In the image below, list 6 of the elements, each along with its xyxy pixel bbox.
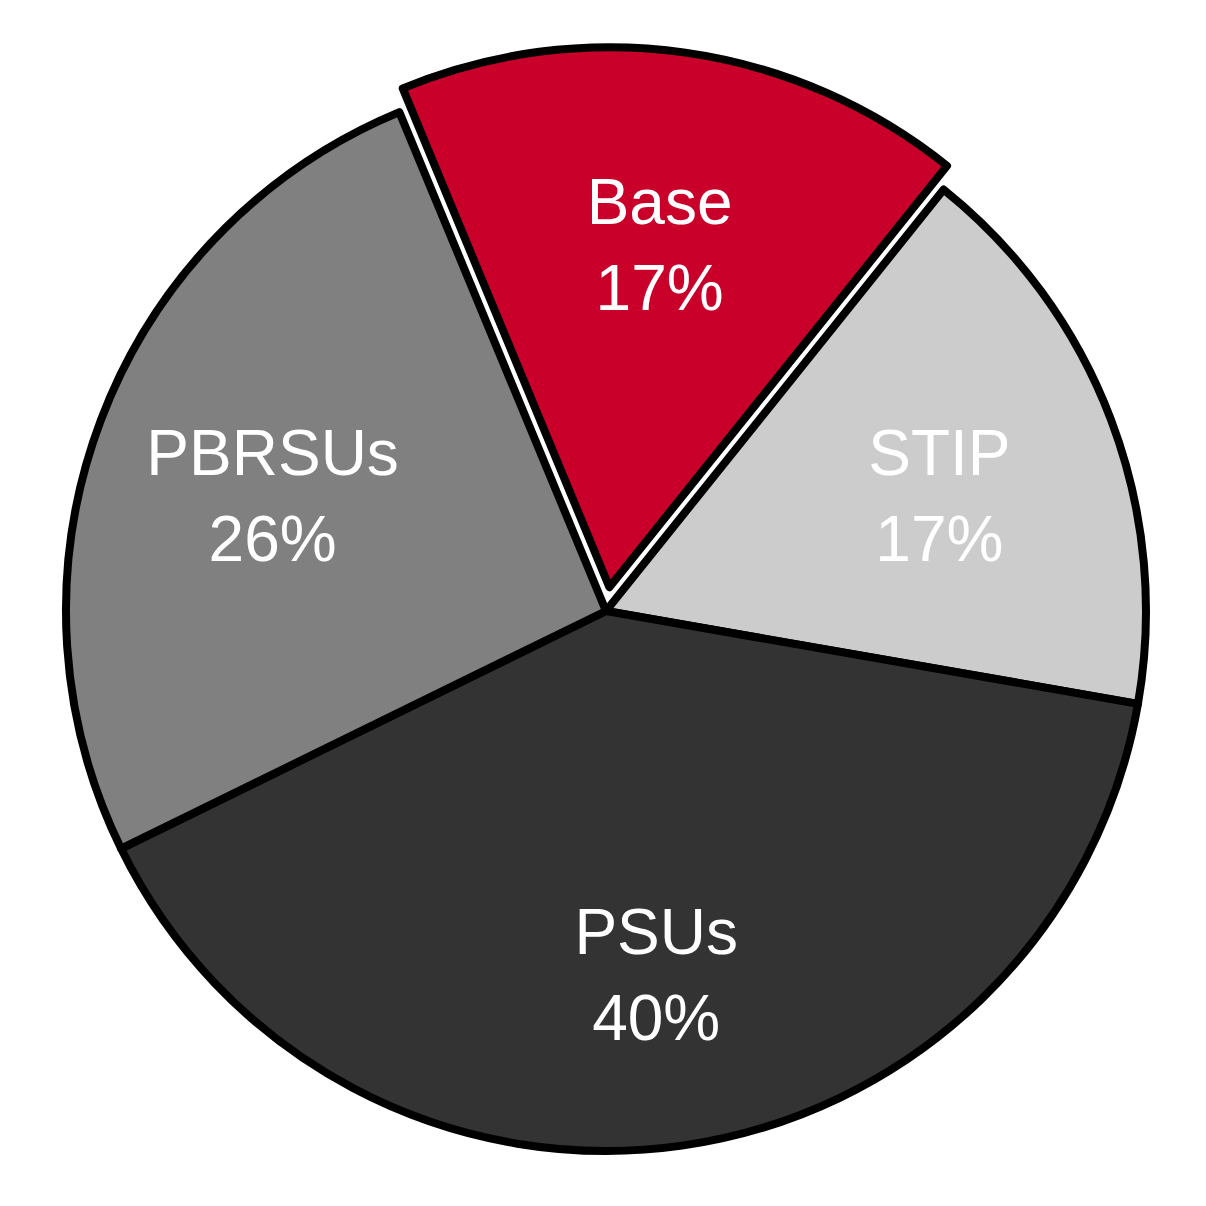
data-label: 17% [595,252,724,325]
slice-label: PBRSUs [146,417,399,490]
slice-label: Base [586,166,733,239]
data-label: 26% [208,503,337,576]
slice-label: PSUs [574,895,739,968]
data-label: 40% [592,981,721,1054]
